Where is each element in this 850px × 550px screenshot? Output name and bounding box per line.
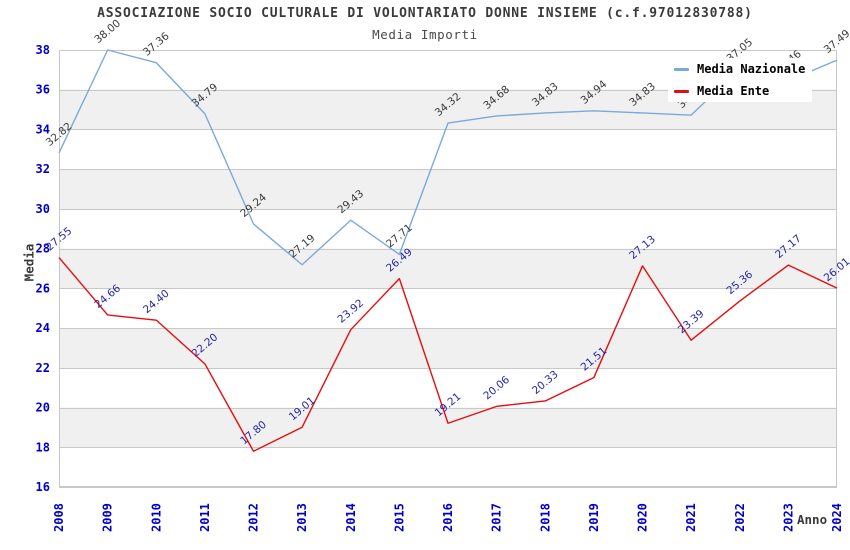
grid-band bbox=[59, 447, 837, 487]
grid-band bbox=[59, 367, 837, 408]
legend-line-swatch-ente-icon bbox=[674, 89, 689, 93]
y-tick-label: 20 bbox=[36, 401, 50, 415]
y-tick-label: 26 bbox=[36, 281, 50, 295]
x-tick-label: 2016 bbox=[441, 503, 455, 532]
x-tick-label: 2011 bbox=[198, 503, 212, 532]
x-tick-label: 2023 bbox=[781, 503, 795, 532]
grid-band bbox=[59, 129, 837, 170]
grid-band bbox=[59, 288, 837, 329]
grid-band bbox=[59, 169, 837, 209]
y-tick-label: 34 bbox=[36, 122, 50, 136]
grid-band bbox=[59, 248, 837, 289]
y-tick-label: 36 bbox=[36, 83, 50, 97]
x-tick-label: 2012 bbox=[247, 503, 261, 532]
y-tick-label: 30 bbox=[36, 202, 50, 216]
x-tick-label: 2021 bbox=[684, 503, 698, 532]
x-tick-label: 2017 bbox=[490, 503, 504, 532]
x-tick-label: 2015 bbox=[392, 503, 406, 532]
y-tick-label: 16 bbox=[36, 480, 50, 494]
x-tick-label: 2020 bbox=[636, 503, 650, 532]
series-line-media-ente bbox=[58, 257, 838, 452]
y-tick-label: 38 bbox=[36, 43, 50, 57]
grid-band bbox=[59, 407, 837, 448]
data-label: 38.00 bbox=[92, 17, 123, 46]
legend-line-swatch-nazionale-icon bbox=[674, 67, 689, 71]
y-tick-label: 24 bbox=[36, 321, 50, 335]
legend-label: Media Ente bbox=[697, 84, 770, 98]
chart-subtitle: Media Importi bbox=[372, 27, 478, 42]
x-tick-label: 2010 bbox=[149, 503, 163, 532]
chart-title: ASSOCIAZIONE SOCIO CULTURALE DI VOLONTAR… bbox=[97, 6, 753, 21]
x-axis-title: Anno bbox=[797, 512, 828, 527]
x-tick-label: 2014 bbox=[344, 503, 358, 532]
y-tick-label: 22 bbox=[36, 361, 50, 375]
y-tick-label: 28 bbox=[36, 242, 50, 256]
chart-legend: Media Nazionale Media Ente bbox=[668, 58, 812, 102]
x-tick-label: 2022 bbox=[733, 503, 747, 532]
x-tick-label: 2008 bbox=[52, 503, 66, 532]
y-tick-label: 18 bbox=[36, 440, 50, 454]
legend-item-media-ente: Media Ente bbox=[674, 81, 812, 101]
x-tick-label: 2009 bbox=[101, 503, 115, 532]
y-tick-label: 32 bbox=[36, 162, 50, 176]
grid-band bbox=[59, 208, 837, 249]
x-tick-label: 2019 bbox=[587, 503, 601, 532]
y-axis-title: Media bbox=[21, 243, 37, 282]
legend-item-media-nazionale: Media Nazionale bbox=[674, 59, 812, 79]
x-tick-label: 2024 bbox=[830, 503, 844, 532]
grid-band bbox=[59, 328, 837, 368]
plot-border bbox=[59, 50, 837, 487]
x-tick-label: 2018 bbox=[538, 503, 552, 532]
x-tick-label: 2013 bbox=[295, 503, 309, 532]
legend-label: Media Nazionale bbox=[697, 62, 806, 76]
